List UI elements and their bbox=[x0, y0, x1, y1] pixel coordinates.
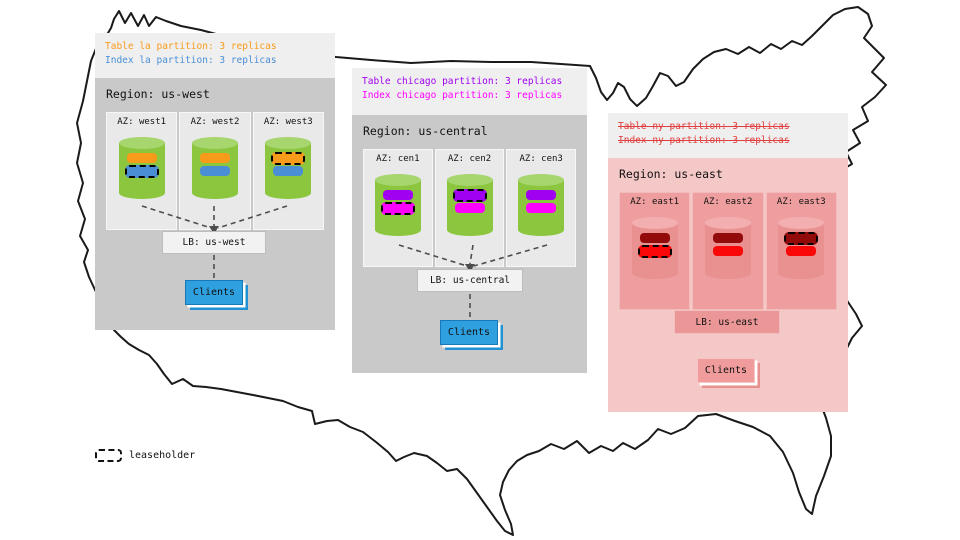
cylinder-cap bbox=[191, 187, 238, 199]
region-us-central: Table chicago partition: 3 replicas Inde… bbox=[352, 68, 587, 373]
clients-box-us-east: Clients bbox=[697, 358, 755, 383]
index-replica-bar-leaseholder bbox=[637, 245, 672, 258]
index-replica-bar bbox=[199, 166, 230, 176]
annotation-us-east: Table ny partition: 3 replicas Index ny … bbox=[608, 113, 848, 158]
table-replica-bar bbox=[199, 153, 230, 163]
database-cylinder-icon bbox=[374, 174, 421, 236]
cylinder-cap bbox=[518, 224, 565, 236]
load-balancer-us-central: LB: us-central bbox=[417, 269, 523, 292]
table-replica-bar-leaseholder bbox=[784, 232, 819, 245]
region-title: Region: us-east bbox=[619, 167, 723, 181]
leaseholder-swatch-icon bbox=[95, 449, 122, 462]
index-replica-bar-leaseholder bbox=[380, 202, 415, 215]
database-cylinder-icon bbox=[191, 137, 238, 199]
cylinder-cap bbox=[265, 187, 312, 199]
database-cylinder-icon bbox=[778, 217, 825, 279]
table-replica-bar-leaseholder bbox=[271, 152, 306, 165]
table-replica-bar bbox=[639, 233, 670, 243]
region-us-east: Table ny partition: 3 replicas Index ny … bbox=[608, 113, 848, 412]
cylinder-cap bbox=[265, 137, 312, 149]
region-box-us-east: Region: us-east AZ: east1 AZ: east2 bbox=[608, 158, 848, 412]
database-cylinder-icon bbox=[118, 137, 165, 199]
az-east1: AZ: east1 bbox=[619, 192, 691, 310]
cylinder-cap bbox=[118, 137, 165, 149]
database-cylinder-icon bbox=[631, 217, 678, 279]
load-balancer-us-east: LB: us-east bbox=[674, 310, 780, 334]
index-replica-bar bbox=[786, 246, 817, 256]
az-label: AZ: west2 bbox=[190, 117, 240, 127]
table-replica-bar bbox=[712, 233, 743, 243]
region-box-us-west: Region: us-west AZ: west1 AZ: west2 bbox=[95, 78, 335, 330]
az-label: AZ: west3 bbox=[263, 117, 313, 127]
az-row: AZ: cen1 AZ: cen2 bbox=[363, 149, 577, 267]
load-balancer-us-west: LB: us-west bbox=[162, 231, 266, 254]
az-east3: AZ: east3 bbox=[765, 192, 837, 310]
az-row: AZ: west1 AZ: west2 bbox=[106, 112, 324, 230]
annotation-table-line: Table chicago partition: 3 replicas bbox=[362, 76, 563, 87]
az-cen2: AZ: cen2 bbox=[434, 149, 505, 267]
az-label: AZ: east1 bbox=[630, 197, 680, 207]
annotation-index-line-struck: Index ny partition: 3 replicas bbox=[618, 135, 790, 146]
az-label: AZ: cen2 bbox=[447, 154, 492, 164]
database-cylinder-icon bbox=[446, 174, 493, 236]
az-west1: AZ: west1 bbox=[106, 112, 178, 230]
region-title: Region: us-west bbox=[106, 87, 210, 101]
table-replica-bar bbox=[126, 153, 157, 163]
index-replica-bar bbox=[526, 203, 557, 213]
database-cylinder-icon bbox=[704, 217, 751, 279]
table-replica-bar bbox=[526, 190, 557, 200]
index-replica-bar bbox=[273, 166, 304, 176]
region-us-west: Table la partition: 3 replicas Index la … bbox=[95, 33, 335, 330]
cylinder-cap bbox=[446, 174, 493, 186]
index-replica-bar bbox=[712, 246, 743, 256]
table-replica-bar-leaseholder bbox=[452, 189, 487, 202]
legend: leaseholder bbox=[95, 449, 195, 462]
annotation-index-line: Index chicago partition: 3 replicas bbox=[362, 90, 563, 101]
az-cen1: AZ: cen1 bbox=[363, 149, 433, 267]
az-west3: AZ: west3 bbox=[252, 112, 324, 230]
az-row: AZ: east1 AZ: east2 bbox=[619, 192, 837, 310]
cylinder-cap bbox=[518, 174, 565, 186]
annotation-index-line: Index la partition: 3 replicas bbox=[105, 55, 277, 66]
cylinder-cap bbox=[631, 267, 678, 279]
az-label: AZ: cen1 bbox=[376, 154, 420, 164]
index-replica-bar bbox=[454, 203, 485, 213]
table-replica-bar bbox=[382, 190, 413, 200]
cylinder-cap bbox=[374, 224, 421, 236]
region-box-us-central: Region: us-central AZ: cen1 AZ: cen2 bbox=[352, 115, 587, 373]
cylinder-cap bbox=[191, 137, 238, 149]
cylinder-cap bbox=[446, 224, 493, 236]
annotation-us-central: Table chicago partition: 3 replicas Inde… bbox=[352, 68, 587, 115]
clients-box-us-central: Clients bbox=[440, 320, 498, 345]
database-cylinder-icon bbox=[265, 137, 312, 199]
cylinder-cap bbox=[778, 217, 825, 229]
clients-box-us-west: Clients bbox=[185, 280, 243, 305]
cylinder-cap bbox=[118, 187, 165, 199]
az-cen3: AZ: cen3 bbox=[506, 149, 577, 267]
cylinder-cap bbox=[631, 217, 678, 229]
cylinder-cap bbox=[704, 267, 751, 279]
annotation-table-line-struck: Table ny partition: 3 replicas bbox=[618, 121, 790, 132]
annotation-table-line: Table la partition: 3 replicas bbox=[105, 41, 277, 52]
cylinder-cap bbox=[374, 174, 421, 186]
az-label: AZ: west1 bbox=[117, 117, 167, 127]
az-label: AZ: east2 bbox=[703, 197, 753, 207]
cylinder-cap bbox=[704, 217, 751, 229]
az-label: AZ: cen3 bbox=[519, 154, 563, 164]
region-title: Region: us-central bbox=[363, 124, 488, 138]
az-west2: AZ: west2 bbox=[179, 112, 251, 230]
az-label: AZ: east3 bbox=[776, 197, 826, 207]
index-replica-bar-leaseholder bbox=[124, 165, 159, 178]
legend-label: leaseholder bbox=[129, 450, 196, 461]
az-east2: AZ: east2 bbox=[692, 192, 764, 310]
annotation-us-west: Table la partition: 3 replicas Index la … bbox=[95, 33, 335, 78]
database-cylinder-icon bbox=[518, 174, 565, 236]
cylinder-cap bbox=[778, 267, 825, 279]
